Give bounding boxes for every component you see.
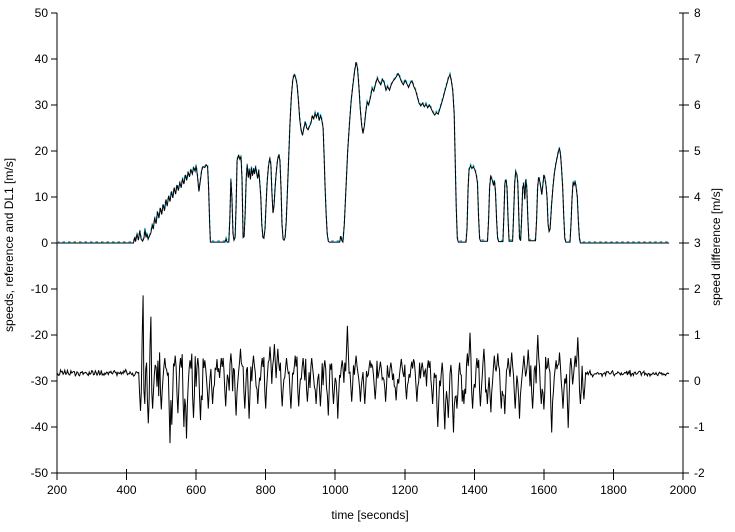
left-y-tick-label: 30 [35,98,49,112]
right-y-tick-label: -2 [694,466,705,480]
left-y-axis-title: speeds, reference and DL1 [m/s] [2,158,16,332]
left-y-tick-label: 20 [35,144,49,158]
x-tick-label: 1200 [391,483,418,497]
x-tick-label: 200 [47,483,67,497]
right-y-tick-label: 1 [694,328,701,342]
reference-speed-line [57,60,670,243]
left-y-tick-label: 10 [35,190,49,204]
x-tick-label: 1000 [322,483,349,497]
x-tick-label: 400 [117,483,137,497]
x-tick-label: 1600 [531,483,558,497]
right-y-tick-label: 7 [694,52,701,66]
axes-layer: 200 400 600 800 1000 1200 1400 1600 1800 2000-50-… [31,6,705,497]
right-y-tick-label: 5 [694,144,701,158]
left-y-tick-label: -20 [31,328,49,342]
left-y-tick-label: -40 [31,420,49,434]
left-y-tick-label: -50 [31,466,49,480]
left-y-tick-label: 0 [41,236,48,250]
x-tick-label: 600 [186,483,206,497]
left-y-tick-label: -10 [31,282,49,296]
x-tick-label: 800 [256,483,276,497]
series-layer [56,60,670,444]
x-tick-label: 1800 [600,483,627,497]
right-y-tick-label: -1 [694,420,705,434]
speed-difference-line [56,295,670,444]
right-y-tick-label: 4 [694,190,701,204]
right-y-tick-label: 6 [694,98,701,112]
left-y-tick-label: -30 [31,374,49,388]
left-y-tick-label: 40 [35,52,49,66]
right-y-axis-title: speed difference [m/s] [709,188,723,306]
right-y-tick-label: 2 [694,282,701,296]
right-y-tick-label: 0 [694,374,701,388]
right-y-tick-label: 8 [694,6,701,20]
x-tick-label: 2000 [670,483,697,497]
x-axis-title: time [seconds] [331,508,408,522]
left-y-tick-label: 50 [35,6,49,20]
dl1-speed-line [57,62,670,244]
right-y-tick-label: 3 [694,236,701,250]
x-tick-label: 1400 [461,483,488,497]
